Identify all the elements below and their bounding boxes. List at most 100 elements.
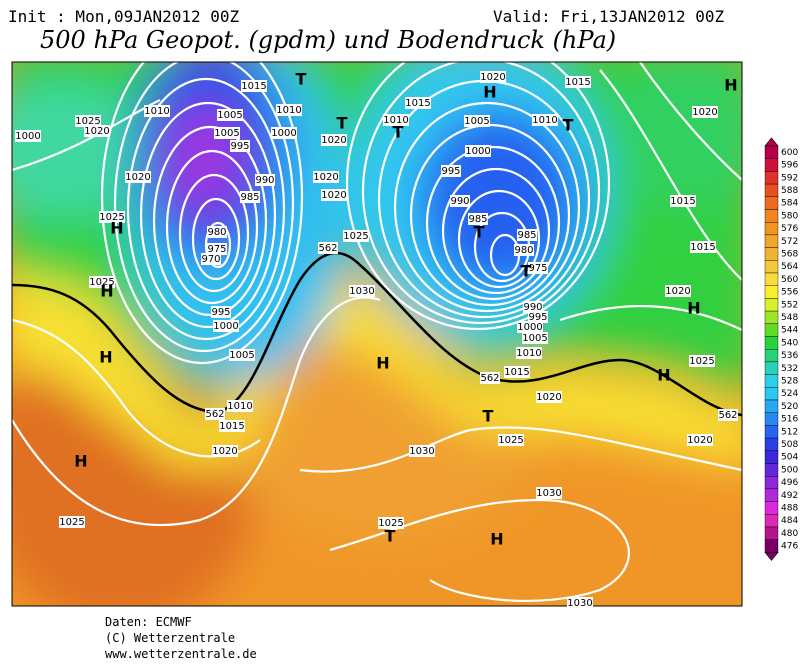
- isobar-label-bg: [718, 409, 738, 421]
- isobar-label: 1025: [59, 517, 84, 528]
- isobar-label: 990: [450, 196, 469, 207]
- isobar-label: 995: [441, 166, 460, 177]
- isobar-label: 1020: [687, 435, 712, 446]
- isobar-label-bg: [144, 105, 170, 117]
- isobar-label: 1020: [212, 446, 237, 457]
- isobar-label: 1030: [349, 286, 374, 297]
- isobar-label-bg: [523, 301, 543, 313]
- pressure-center: H: [483, 83, 496, 102]
- colorbar-swatch: [764, 260, 779, 274]
- isobar-label-bg: [567, 597, 593, 609]
- colorbar-label: 500: [781, 465, 798, 475]
- colorbar-end: [764, 552, 779, 561]
- init-time: Init : Mon,09JAN2012 00Z: [8, 7, 240, 26]
- isobar-label: 1020: [321, 135, 346, 146]
- isobar-label: 1015: [241, 81, 266, 92]
- isobar-label-bg: [213, 320, 239, 332]
- isobar-label: 1010: [516, 348, 541, 359]
- colorbar-label: 532: [781, 364, 798, 374]
- pressure-center: H: [657, 366, 670, 385]
- isobar-label: 1020: [125, 172, 150, 183]
- isobar-label: 980: [514, 245, 533, 256]
- isobar-label: 1010: [144, 106, 169, 117]
- colorbar-label: 524: [781, 389, 798, 399]
- isobar-label-bg: [383, 114, 409, 126]
- isobar-label-bg: [84, 125, 110, 137]
- isobar-label: 1010: [532, 115, 557, 126]
- colorbar-swatch: [764, 323, 779, 337]
- colorbar-swatch: [764, 425, 779, 439]
- isobar-label: 1020: [84, 126, 109, 137]
- isobar-label-bg: [378, 517, 404, 529]
- isobar-label-bg: [514, 244, 534, 256]
- colorbar-swatch: [764, 310, 779, 325]
- isobar-label-bg: [441, 165, 461, 177]
- footer-source: Daten: ECMWF: [105, 615, 192, 629]
- isobar-label-bg: [205, 408, 225, 420]
- isobar: [204, 221, 232, 269]
- isobar-label: 1020: [480, 72, 505, 83]
- colorbar-swatch: [764, 488, 779, 502]
- isobar: [113, 62, 295, 353]
- pressure-center: H: [74, 452, 87, 471]
- isobar-label-bg: [480, 372, 500, 384]
- colorbar-label: 488: [781, 503, 798, 513]
- pressure-center: T: [521, 262, 532, 281]
- map-title: 500 hPa Geopot. (gpdm) und Bodendruck (h…: [40, 26, 616, 54]
- isobar-label: 1025: [89, 277, 114, 288]
- colorbar-swatch: [764, 247, 779, 261]
- isobar-label: 1015: [565, 77, 590, 88]
- pressure-center: H: [724, 76, 737, 95]
- isobar-label-bg: [517, 321, 543, 333]
- isobar-label-bg: [405, 97, 431, 109]
- isobar-label-bg: [516, 347, 542, 359]
- colorbar-end: [764, 137, 779, 147]
- isobar-label: 1015: [504, 367, 529, 378]
- colorbar-label: 520: [781, 402, 798, 412]
- colorbar-label: 592: [781, 173, 798, 183]
- footer-url: www.wetterzentrale.de: [105, 647, 257, 661]
- colorbar-swatch: [764, 476, 779, 490]
- isobar-label-bg: [75, 115, 101, 127]
- pressure-center: T: [296, 70, 307, 89]
- isobar: [457, 189, 541, 289]
- isobar-label-bg: [230, 140, 250, 152]
- colorbar-label: 552: [781, 300, 798, 310]
- pressure-center: H: [687, 299, 700, 318]
- isobar-label-bg: [15, 130, 41, 142]
- isobar-label: 1010: [276, 105, 301, 116]
- colorbar-swatch: [764, 361, 779, 375]
- colorbar-swatch: [764, 387, 779, 401]
- isobar: [178, 173, 250, 293]
- isobar-label-bg: [409, 445, 435, 457]
- isobar-label: 1020: [321, 190, 346, 201]
- isobar-label-bg: [480, 71, 506, 83]
- colorbar-label: 560: [781, 275, 798, 285]
- isobar: [345, 62, 611, 331]
- colorbar-swatch: [764, 145, 779, 159]
- isobar-label: 562: [205, 409, 224, 420]
- colorbar-label: 568: [781, 249, 798, 259]
- colorbar-swatch: [764, 374, 779, 388]
- map-field: [12, 62, 742, 606]
- isobar-label: 1025: [99, 212, 124, 223]
- colorbar-swatch: [764, 196, 779, 210]
- isobar: [299, 426, 742, 473]
- isobar-label: 1025: [378, 518, 403, 529]
- colorbar-label: 496: [781, 478, 798, 488]
- isobar-label: 1030: [536, 488, 561, 499]
- isobar-label: 1020: [665, 286, 690, 297]
- isobar-label: 1005: [217, 110, 242, 121]
- isobar-label-bg: [207, 226, 227, 238]
- isobar-label: 985: [468, 214, 487, 225]
- colorbar-label: 508: [781, 440, 798, 450]
- colorbar-label: 540: [781, 338, 798, 348]
- isobar-label: 980: [207, 227, 226, 238]
- isobar-label-bg: [211, 306, 231, 318]
- isobar-label-bg: [565, 76, 591, 88]
- isobar-label: 562: [480, 373, 499, 384]
- colorbar-label: 588: [781, 186, 798, 196]
- isobar: [139, 101, 277, 329]
